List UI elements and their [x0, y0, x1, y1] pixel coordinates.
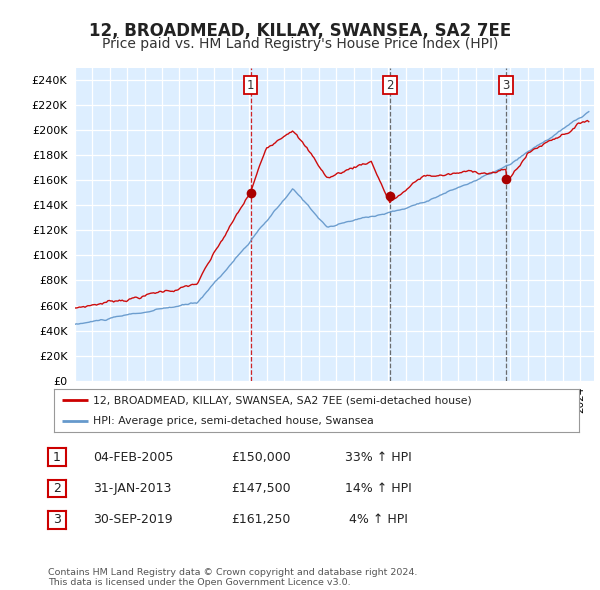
- Text: Price paid vs. HM Land Registry's House Price Index (HPI): Price paid vs. HM Land Registry's House …: [102, 37, 498, 51]
- Text: 04-FEB-2005: 04-FEB-2005: [93, 451, 173, 464]
- Text: 14% ↑ HPI: 14% ↑ HPI: [345, 482, 412, 495]
- Text: 30-SEP-2019: 30-SEP-2019: [93, 513, 173, 526]
- Text: 31-JAN-2013: 31-JAN-2013: [93, 482, 172, 495]
- Text: 2: 2: [386, 78, 394, 91]
- Text: £150,000: £150,000: [231, 451, 291, 464]
- Text: 4% ↑ HPI: 4% ↑ HPI: [345, 513, 408, 526]
- Text: £147,500: £147,500: [231, 482, 290, 495]
- Text: 1: 1: [53, 451, 61, 464]
- Text: 1: 1: [247, 78, 254, 91]
- Text: 3: 3: [502, 78, 510, 91]
- Text: Contains HM Land Registry data © Crown copyright and database right 2024.
This d: Contains HM Land Registry data © Crown c…: [48, 568, 418, 587]
- Text: 12, BROADMEAD, KILLAY, SWANSEA, SA2 7EE: 12, BROADMEAD, KILLAY, SWANSEA, SA2 7EE: [89, 22, 511, 41]
- Text: 12, BROADMEAD, KILLAY, SWANSEA, SA2 7EE (semi-detached house): 12, BROADMEAD, KILLAY, SWANSEA, SA2 7EE …: [94, 395, 472, 405]
- Text: 2: 2: [53, 482, 61, 495]
- Text: HPI: Average price, semi-detached house, Swansea: HPI: Average price, semi-detached house,…: [94, 417, 374, 426]
- Text: £161,250: £161,250: [231, 513, 290, 526]
- Text: 33% ↑ HPI: 33% ↑ HPI: [345, 451, 412, 464]
- Text: 3: 3: [53, 513, 61, 526]
